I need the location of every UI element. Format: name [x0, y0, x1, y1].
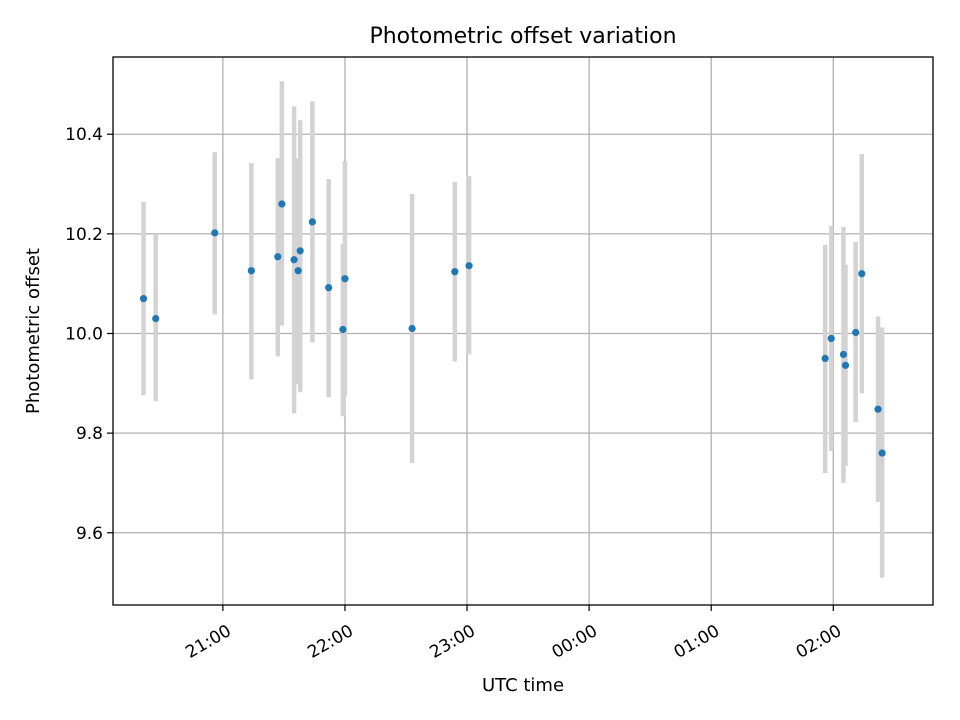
data-point: [339, 325, 347, 334]
data-point: [325, 284, 333, 292]
data-point: [278, 200, 286, 208]
plot-area-frame: [112, 56, 934, 606]
data-point: [852, 328, 860, 337]
y-tick-label: 9.8: [76, 424, 103, 444]
data-point: [296, 247, 304, 255]
data-point: [821, 354, 829, 362]
data-point: [839, 350, 848, 359]
data-point: [465, 262, 473, 270]
data-point: [858, 270, 866, 278]
data-point: [878, 449, 886, 457]
data-point: [290, 256, 298, 264]
data-point: [294, 267, 302, 275]
y-tick-label: 10.0: [65, 324, 103, 344]
x-axis-label: UTC time: [482, 675, 564, 696]
data-point: [274, 253, 282, 261]
data-point: [211, 229, 219, 237]
data-point: [152, 314, 160, 323]
data-point: [308, 218, 317, 226]
data-points: [139, 200, 886, 457]
data-point: [341, 275, 349, 283]
y-axis-ticks: 9.6 9.8 10.0 10.2 10.4: [65, 125, 113, 544]
y-axis-label: Photometric offset: [23, 248, 44, 414]
chart-title: Photometric offset variation: [369, 24, 676, 49]
data-point: [841, 361, 850, 369]
y-tick-label: 10.4: [65, 125, 103, 145]
data-point: [139, 295, 148, 303]
data-point: [874, 405, 882, 413]
data-point: [408, 324, 416, 333]
data-point: [247, 267, 255, 275]
data-point: [827, 334, 835, 343]
y-tick-label: 9.6: [76, 524, 103, 544]
y-tick-label: 10.2: [65, 225, 103, 245]
data-point: [451, 268, 459, 276]
